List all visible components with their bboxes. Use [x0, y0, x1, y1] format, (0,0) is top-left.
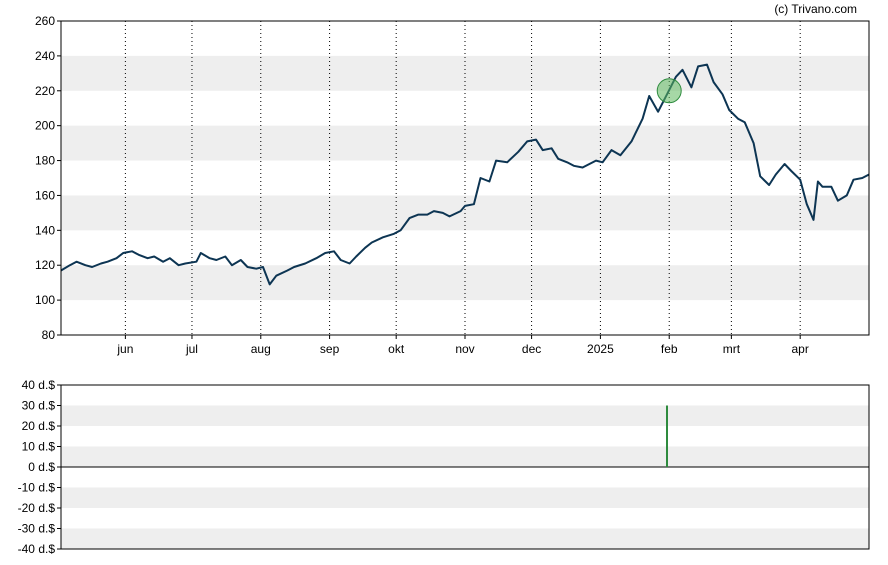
y-tick-label: -40 d.$ [18, 542, 56, 556]
y-tick-label: 10 d.$ [22, 440, 56, 454]
price-chart-panel: jun jul aug sep okt nov dec 2025 feb mrt apr 260 240… [35, 14, 870, 356]
y-tick-label: 0 d.$ [28, 460, 55, 474]
y-tick-label: 20 d.$ [22, 419, 56, 433]
y-tick-label: 260 [35, 14, 55, 28]
x-tick-label: sep [320, 342, 340, 356]
x-tick-label: jul [185, 342, 198, 356]
x-tick-label: nov [455, 342, 474, 356]
y-tick-label: 200 [35, 119, 55, 133]
y-tick-label: 180 [35, 154, 55, 168]
gridband [61, 446, 869, 467]
x-tick-label: okt [388, 342, 405, 356]
y-tick-label: 100 [35, 293, 55, 307]
x-tick-label: jun [116, 342, 133, 356]
y-tick-label: -10 d.$ [18, 481, 56, 495]
volume-chart-panel: 40 d.$ 30 d.$ 20 d.$ 10 d.$ 0 d.$ -10 d.$ -20 … [18, 378, 870, 556]
plot-frame [60, 20, 870, 336]
x-tick-label: aug [251, 342, 271, 356]
gridband [61, 528, 869, 549]
price-line [60, 63, 870, 286]
x-tick-label: apr [792, 342, 809, 356]
signal-marker [656, 78, 682, 104]
credit-label: (c) Trivano.com [774, 2, 857, 16]
x-tick-label: dec [522, 342, 541, 356]
y-tick-label: 240 [35, 49, 55, 63]
y-tick-label: 120 [35, 258, 55, 272]
y-tick-label: 140 [35, 223, 55, 237]
y-tick-label: 30 d.$ [22, 399, 56, 413]
y-tick-label: 80 [42, 328, 56, 342]
x-tick-label: mrt [723, 342, 741, 356]
x-tick-label: 2025 [587, 342, 614, 356]
gridband [61, 265, 869, 301]
y-tick-label: -20 d.$ [18, 501, 56, 515]
x-tick-label: feb [661, 342, 678, 356]
gridband [61, 405, 869, 426]
y-tick-label: -30 d.$ [18, 522, 56, 536]
y-tick-label: 220 [35, 84, 55, 98]
gridband [61, 487, 869, 508]
y-tick-label: 40 d.$ [22, 378, 56, 392]
y-tick-label: 160 [35, 188, 55, 202]
gridband [61, 125, 869, 161]
plot-frame [60, 384, 870, 550]
